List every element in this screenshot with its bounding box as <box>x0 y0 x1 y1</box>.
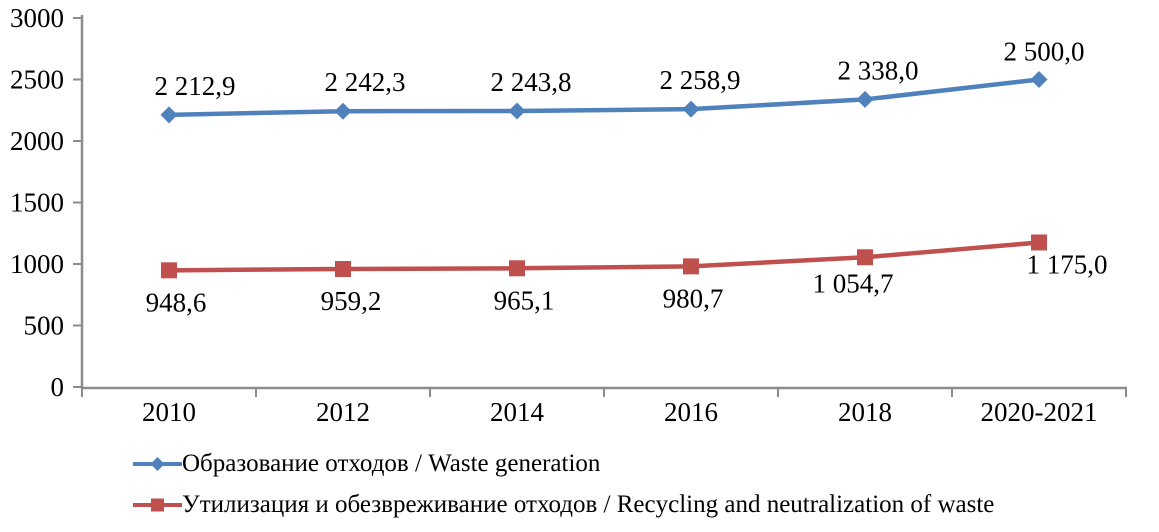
data-point-diamond-marker <box>856 90 874 108</box>
y-axis-tick-label: 500 <box>24 311 65 341</box>
x-axis-category-label: 2010 <box>142 397 196 427</box>
data-point-square-marker <box>335 261 351 278</box>
y-axis-tick-label: 1000 <box>10 249 64 279</box>
legend-marker-line-diamond-icon <box>133 455 182 473</box>
data-point-diamond-marker <box>508 102 526 120</box>
y-axis-tick-label: 0 <box>51 372 65 402</box>
data-point-label: 2 212,9 <box>155 71 236 101</box>
data-point-label: 2 500,0 <box>1004 37 1085 67</box>
data-point-label: 980,7 <box>663 283 724 313</box>
y-axis-tick-label: 3000 <box>10 3 64 33</box>
legend-label-recycling: Утилизация и обезвреживание отходов / Re… <box>182 491 995 518</box>
series-line-0 <box>166 77 1042 118</box>
y-axis-tick-label: 2000 <box>10 126 64 156</box>
legend-item-recycling: Утилизация и обезвреживание отходов / Re… <box>133 490 994 519</box>
data-point-label: 1 054,7 <box>813 268 894 298</box>
data-point-label: 2 338,0 <box>838 55 919 85</box>
data-point-diamond-marker <box>1030 71 1048 88</box>
y-axis-tick-label: 2500 <box>10 65 64 95</box>
data-point-square-marker <box>161 262 177 279</box>
data-point-square-marker <box>683 258 699 275</box>
data-point-label: 959,2 <box>321 286 382 316</box>
y-axis-tick-label: 1500 <box>10 188 64 218</box>
data-point-square-marker <box>1031 234 1047 251</box>
x-axis-category-label: 2016 <box>664 397 718 427</box>
x-axis-category-label: 2020-2021 <box>981 397 1098 427</box>
legend-label-waste-generation: Образование отходов / Waste generation <box>182 450 601 477</box>
data-point-square-marker <box>857 249 873 266</box>
data-point-label: 2 258,9 <box>660 65 741 95</box>
series-line-1 <box>166 240 1042 273</box>
data-point-square-marker <box>509 260 525 277</box>
data-point-diamond-marker <box>682 100 700 118</box>
x-axis-category-label: 2014 <box>490 397 545 427</box>
data-point-label: 948,6 <box>146 287 207 317</box>
legend: Образование отходов / Waste generation У… <box>133 449 994 531</box>
legend-item-waste-generation: Образование отходов / Waste generation <box>133 449 994 478</box>
legend-marker-line-square-icon <box>133 496 182 514</box>
data-point-diamond-marker <box>160 106 178 124</box>
data-point-diamond-marker <box>334 102 352 120</box>
data-point-label: 1 175,0 <box>1027 249 1108 279</box>
x-axis-category-label: 2018 <box>838 397 892 427</box>
data-point-label: 965,1 <box>494 285 555 315</box>
x-axis-category-label: 2012 <box>316 397 370 427</box>
data-point-label: 2 243,8 <box>491 67 572 97</box>
data-point-label: 2 242,3 <box>325 67 406 97</box>
